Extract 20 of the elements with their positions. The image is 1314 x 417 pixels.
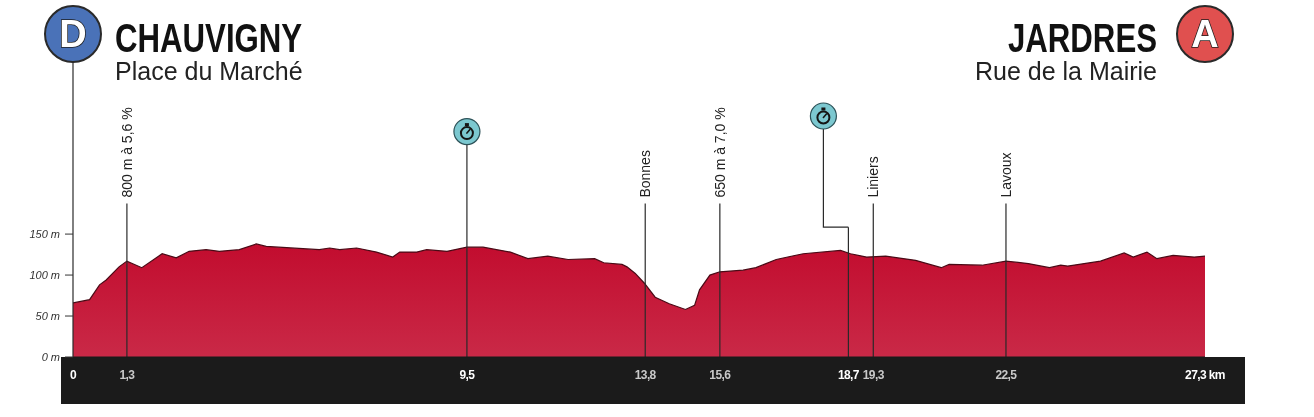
x-tick-label: 13,8 xyxy=(634,368,657,382)
x-tick-label: 19,3 xyxy=(862,368,885,382)
y-tick-label: 150 m xyxy=(29,227,60,240)
x-tick-label: 15,6 xyxy=(709,368,732,382)
ref-line-label: 800 m à 5,6 % xyxy=(118,107,135,198)
ref-line-label: 650 m à 7,0 % xyxy=(711,107,728,198)
ref-line-label: Bonnes xyxy=(637,150,654,198)
x-tick-label: 1,3 xyxy=(119,368,136,382)
x-tick-label: 18,7 xyxy=(837,368,860,382)
y-tick-label: 100 m xyxy=(29,268,60,281)
text: D xyxy=(59,13,87,55)
x-tick-label: 0 xyxy=(69,368,77,382)
y-tick-label: 50 m xyxy=(35,309,60,322)
y-tick-label: 0 m xyxy=(41,350,60,363)
ref-line-label: Lavoux xyxy=(997,152,1014,198)
x-tick-label: 27,3 km xyxy=(1185,368,1225,382)
text: A xyxy=(1191,13,1219,55)
x-tick-label: 22,5 xyxy=(995,368,1018,382)
ref-line-label: Liniers xyxy=(865,156,882,198)
x-tick-label: 9,5 xyxy=(459,368,476,382)
